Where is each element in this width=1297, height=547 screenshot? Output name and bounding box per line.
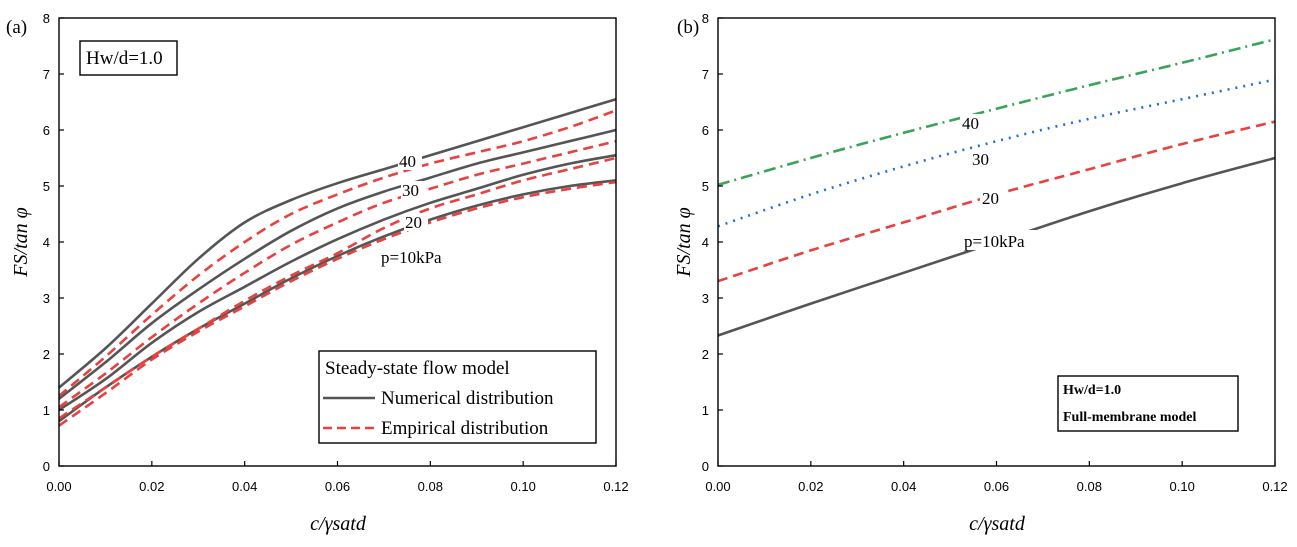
x-tick-label: 0.04 xyxy=(891,479,916,494)
x-tick-label: 0.06 xyxy=(984,479,1009,494)
panel-b: (b) 0.00 0.02 0.04 0.06 0.08 0.10 0.12 0 1 2 3 4 5 6 7… xyxy=(673,11,1288,535)
panel-b-ylabel: FS/tan φ xyxy=(673,207,695,277)
y-tick-label: 0 xyxy=(43,459,50,474)
panel-a-ylabel: FS/tan φ xyxy=(10,207,32,277)
y-tick-label: 8 xyxy=(43,11,50,26)
x-tick-label: 0.04 xyxy=(232,479,257,494)
x-tick-label: 0.00 xyxy=(46,479,71,494)
panel-b-tag: (b) xyxy=(677,17,699,38)
panel-a-ticks: 0.00 0.02 0.04 0.06 0.08 0.10 0.12 0 1 2 3 4 5 6 7 8 xyxy=(43,11,629,494)
y-tick-label: 5 xyxy=(702,179,709,194)
panel-a-legend: Steady-state flow model Numerical distri… xyxy=(318,350,597,444)
series-p30-solid xyxy=(58,128,617,400)
y-tick-label: 7 xyxy=(43,67,50,82)
panel-a: (a) 0.00 0.02 0.04 0.06 0.08 0.10 0.12 0 1 2 3 4 5 6 7… xyxy=(6,11,629,535)
y-tick-label: 4 xyxy=(702,235,709,250)
panel-a-label-40: 40 xyxy=(399,152,416,171)
y-tick-label: 8 xyxy=(702,11,709,26)
panel-a-inset-label: Hw/d=1.0 xyxy=(86,48,163,69)
panel-a-inset: Hw/d=1.0 xyxy=(79,40,178,76)
y-tick-label: 7 xyxy=(702,67,709,82)
panel-a-curve-labels: 40 30 20 p=10kPa xyxy=(380,152,470,267)
x-tick-label: 0.10 xyxy=(511,479,536,494)
y-tick-label: 6 xyxy=(43,123,50,138)
series-p40-dashdot xyxy=(717,38,1276,187)
series-p40-solid xyxy=(58,97,617,389)
series-p10-dashed xyxy=(58,180,617,427)
panel-b-label-40: 40 xyxy=(962,114,979,133)
panel-a-xlabel: c/γsatd xyxy=(310,513,367,535)
panel-b-label-10: p=10kPa xyxy=(964,232,1025,251)
panel-b-label-20: 20 xyxy=(982,189,999,208)
y-tick-label: 6 xyxy=(702,123,709,138)
x-tick-label: 0.00 xyxy=(705,479,730,494)
panel-b-legend-line2: Full-membrane model xyxy=(1063,410,1196,425)
panel-b-legend-line1: Hw/d=1.0 xyxy=(1063,383,1121,398)
series-p10-solid xyxy=(58,179,617,423)
series-p20-dashed xyxy=(58,156,617,420)
series-p30-dotted xyxy=(717,78,1276,228)
x-tick-label: 0.12 xyxy=(603,479,628,494)
y-tick-label: 1 xyxy=(43,403,50,418)
panel-b-curves xyxy=(717,38,1276,337)
series-p20-solid xyxy=(58,153,617,412)
y-tick-label: 2 xyxy=(43,347,50,362)
y-tick-label: 2 xyxy=(702,347,709,362)
x-tick-label: 0.08 xyxy=(418,479,443,494)
panel-b-ticks: 0.00 0.02 0.04 0.06 0.08 0.10 0.12 0 1 2 3 4 5 6 7 8 xyxy=(702,11,1288,494)
panel-a-tag: (a) xyxy=(6,17,27,38)
y-tick-label: 3 xyxy=(702,291,709,306)
y-tick-label: 0 xyxy=(702,459,709,474)
y-tick-label: 5 xyxy=(43,179,50,194)
panel-a-label-20: 20 xyxy=(405,213,422,232)
panel-a-label-10: p=10kPa xyxy=(381,248,442,267)
panel-b-label-30: 30 xyxy=(972,150,989,169)
panel-a-label-30: 30 xyxy=(402,181,419,200)
x-tick-label: 0.02 xyxy=(139,479,164,494)
y-tick-label: 3 xyxy=(43,291,50,306)
panel-b-xlabel: c/γsatd xyxy=(969,513,1026,535)
panel-a-curves xyxy=(58,97,617,427)
legend-empirical-label: Empirical distribution xyxy=(381,418,549,439)
x-tick-label: 0.10 xyxy=(1170,479,1195,494)
y-tick-label: 1 xyxy=(702,403,709,418)
y-tick-label: 4 xyxy=(43,235,50,250)
x-tick-label: 0.06 xyxy=(325,479,350,494)
panel-a-legend-title: Steady-state flow model xyxy=(325,358,510,379)
x-tick-label: 0.02 xyxy=(798,479,823,494)
panel-b-legend: Hw/d=1.0 Full-membrane model xyxy=(1057,375,1239,432)
x-tick-label: 0.08 xyxy=(1077,479,1102,494)
legend-numerical-label: Numerical distribution xyxy=(381,388,554,409)
series-p30-dashed xyxy=(58,139,617,409)
panel-b-curve-labels: 40 30 20 p=10kPa xyxy=(960,114,1044,251)
x-tick-label: 0.12 xyxy=(1262,479,1287,494)
